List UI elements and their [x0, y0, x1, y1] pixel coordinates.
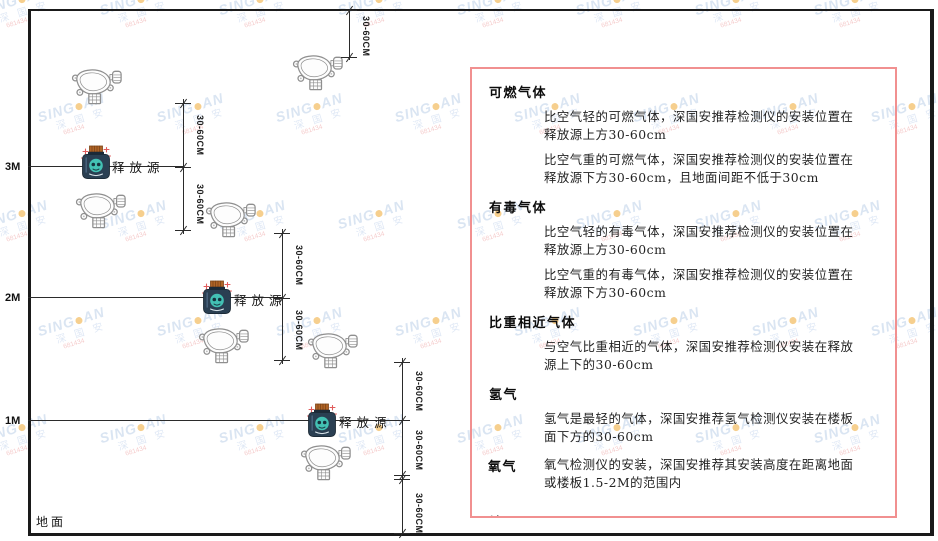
info-panel: 可燃气体比空气轻的可燃气体，深国安推荐检测仪的安装位置在释放源上方30-60cm… [470, 67, 897, 518]
gas-detector-icon [205, 202, 256, 238]
watermark-dot-icon [17, 209, 27, 218]
release-source-2m [200, 280, 234, 320]
dimension-label-1m: 30-60CM [414, 430, 424, 471]
dimension-line-ceiling [349, 10, 350, 60]
dimension-label-3m: 30-60CM [195, 184, 205, 225]
watermark-dot-icon [612, 0, 622, 4]
panel-paragraph: 氢气是最轻的气体，深国安推荐氢气检测仪安装在楼板面下方的30-60cm [544, 411, 854, 444]
release-source-icon [80, 145, 112, 179]
gas-detector-3m-upper [70, 66, 122, 112]
panel-paragraph: 比空气轻的可燃气体，深国安推荐检测仪的安装位置在释放源上方30-60cm [544, 109, 854, 142]
height-label-3m: 3M [5, 161, 21, 173]
gas-detector-icon [71, 69, 122, 105]
gas-detector-ceiling [291, 52, 343, 98]
gas-detector-icon [307, 333, 358, 369]
panel-paragraph: 氧气检测仪的安装，深国安推荐其安装高度在距离地面或楼板1.5-2M的范围内 [544, 457, 854, 490]
watermark-dot-icon [731, 0, 741, 4]
ground-label: 地面 [36, 515, 67, 529]
dimension-label-3m: 30-60CM [195, 115, 205, 156]
panel-paragraph: 比空气轻的有毒气体，深国安推荐检测仪的安装位置在释放源上方30-60cm [544, 224, 854, 257]
watermark-dot-icon [136, 0, 146, 4]
release-source-icon [306, 403, 338, 437]
panel-paragraph: 比空气重的有毒气体，深国安推荐检测仪的安装位置在释放源下方30-60cm [544, 267, 854, 300]
height-line-1m [28, 420, 402, 421]
dimension-label-2m: 30-60CM [294, 310, 304, 351]
release-source-label-2m: 释放源 [234, 293, 287, 308]
release-source-1m [305, 403, 339, 443]
panel-paragraph: 与空气比重相近的气体，深国安推荐检测仪安装在释放源上下的30-60cm [544, 339, 854, 372]
height-label-1m: 1M [5, 415, 21, 427]
watermark-dot-icon [850, 0, 860, 4]
gas-detector-icon [292, 55, 343, 91]
watermark-dot-icon [374, 0, 384, 4]
gas-detector-1m-lower [299, 442, 351, 488]
panel-paragraph: 比空气重的可燃气体，深国安推荐检测仪的安装位置在释放源下方30-60cm，且地面… [544, 152, 854, 185]
release-source-label-3m: 释放源 [112, 160, 165, 175]
dimension-label-2m: 30-60CM [294, 245, 304, 286]
gas-detector-icon [75, 193, 126, 229]
dimension-label-ceiling: 30-60CM [361, 16, 371, 57]
watermark-dot-icon [255, 0, 265, 4]
dimension-label-1m: 30-60CM [414, 371, 424, 412]
release-source-3m [79, 145, 113, 185]
gas-detector-icon [198, 328, 249, 364]
panel-section-heading: 氧气 [488, 460, 518, 475]
release-source-label-1m: 释放源 [339, 415, 392, 430]
height-label-2m: 2M [5, 292, 21, 304]
gas-detector-2m-upper [204, 199, 256, 245]
gas-detector-1m-upper [306, 330, 358, 376]
watermark-dot-icon [17, 0, 27, 4]
panel-section-heading: 比重相近气体 [489, 316, 577, 331]
room-frame [28, 9, 934, 536]
watermark-dot-icon [493, 0, 503, 4]
gas-detector-2m-lower [197, 325, 249, 371]
gas-detector-icon [300, 445, 351, 481]
panel-section-inline: 氧气 氧气检测仪的安装，深国安推荐其安装高度在距离地面或楼板1.5-2M的范围内 [488, 456, 879, 492]
dimension-label-1m: 30-60CM [414, 493, 424, 534]
height-line-2m [28, 297, 282, 298]
panel-section-heading: 可燃气体 [489, 86, 548, 101]
gas-detector-3m-lower [74, 190, 126, 236]
panel-section-heading: 有毒气体 [489, 201, 548, 216]
panel-section-heading: 氢气 [489, 388, 519, 403]
panel-section-heading: 地面 [489, 512, 879, 516]
dimension-line-1m [402, 358, 403, 533]
release-source-icon [201, 280, 233, 314]
info-panel-body: 可燃气体比空气轻的可燃气体，深国安推荐检测仪的安装位置在释放源上方30-60cm… [472, 69, 895, 516]
